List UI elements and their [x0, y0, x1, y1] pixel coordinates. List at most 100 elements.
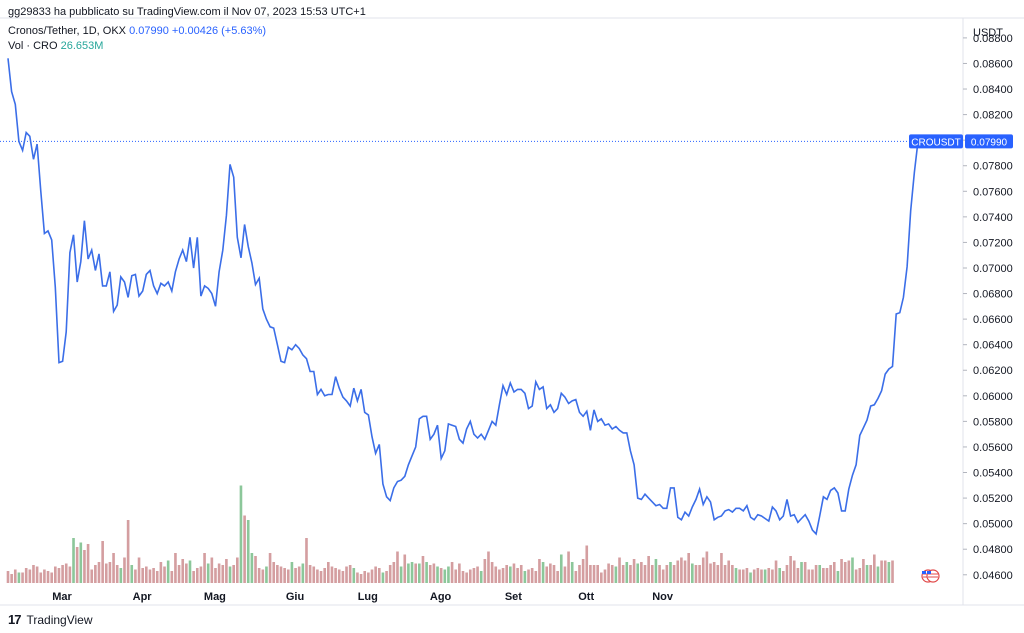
volume-bar: [348, 565, 352, 583]
x-tick-label: Mag: [204, 591, 226, 603]
volume-bar: [374, 566, 377, 583]
volume-bar: [792, 560, 796, 583]
volume-bar: [279, 566, 283, 583]
volume-bar: [79, 542, 83, 583]
y-tick-label: 0.06400: [973, 340, 1013, 352]
volume-bar: [876, 566, 880, 583]
price-unit: USDT: [973, 27, 1003, 39]
volume-bar: [468, 569, 472, 583]
volume-bar: [250, 553, 254, 583]
volume-bar: [527, 569, 530, 583]
volume-bar: [723, 565, 727, 583]
volume-bar: [75, 547, 79, 583]
volume-bar: [17, 572, 21, 583]
volume-bar: [377, 568, 381, 583]
volume-bar: [782, 571, 785, 583]
volume-bar: [632, 559, 636, 583]
volume-bar: [268, 553, 272, 583]
volume-bar: [199, 566, 203, 583]
volume-bar: [800, 562, 803, 583]
price-tag-label: 0.07990: [971, 137, 1008, 148]
volume-bar: [432, 563, 436, 583]
volume-bar: [676, 560, 680, 583]
volume-bar: [352, 568, 356, 583]
volume-bar: [552, 565, 556, 583]
volume-bar: [538, 559, 541, 583]
volume-bar: [323, 568, 326, 583]
volume-bar: [880, 560, 883, 583]
volume-bar: [665, 565, 669, 583]
y-tick-label: 0.07600: [973, 186, 1013, 198]
volume-bar: [246, 520, 250, 583]
volume-bar: [148, 569, 152, 583]
last-price: 0.07990: [129, 25, 169, 37]
volume-bar: [843, 562, 847, 583]
y-tick-label: 0.04800: [973, 544, 1013, 556]
volume-bar: [712, 562, 716, 583]
volume-bar: [567, 551, 570, 583]
volume-bar: [145, 566, 148, 583]
volume-bar: [385, 571, 388, 583]
volume-bar: [487, 551, 490, 583]
volume-bar: [327, 562, 330, 583]
volume-bar: [254, 556, 257, 583]
x-tick-label: Set: [505, 591, 522, 603]
x-axis: Mar Apr Mag Giu Lug Ago Set Ott Nov: [52, 591, 674, 603]
volume-bar: [225, 559, 228, 583]
volume-bar: [308, 565, 312, 583]
tradingview-logo-icon: 17: [8, 612, 22, 627]
volume-bar: [614, 566, 618, 583]
x-tick-label: Ott: [578, 591, 594, 603]
volume-bar: [851, 557, 854, 583]
volume-bar: [534, 571, 538, 583]
volume-bar: [228, 566, 232, 583]
volume-bar: [115, 565, 119, 583]
volume-bar: [297, 566, 301, 583]
volume-bar: [625, 562, 629, 583]
volume-bar: [94, 565, 97, 583]
volume-bar: [458, 563, 461, 583]
volume-bar: [483, 559, 487, 583]
x-tick-label: Mar: [52, 591, 72, 603]
volume-bar: [883, 560, 887, 583]
volume-bar: [341, 571, 345, 583]
volume-bar: [57, 568, 61, 583]
volume-bar: [512, 563, 516, 583]
y-tick-label: 0.06200: [973, 365, 1013, 377]
volume-bar: [803, 562, 807, 583]
y-tick-label: 0.07000: [973, 263, 1013, 275]
y-tick-label: 0.05600: [973, 442, 1013, 454]
volume-bar: [418, 563, 421, 583]
volume-bar: [589, 565, 592, 583]
volume-bar: [672, 565, 676, 583]
volume-legend: Vol · CRO 26.653M: [8, 40, 103, 52]
volume-bar: [578, 565, 581, 583]
volume-bar: [603, 569, 607, 583]
volume-bars: [6, 485, 894, 583]
volume-bar: [476, 566, 479, 583]
y-tick-label: 0.05400: [973, 468, 1013, 480]
volume-bar: [43, 569, 46, 583]
volume-bar: [388, 565, 392, 583]
y-tick-label: 0.05000: [973, 519, 1013, 531]
volume-bar: [312, 566, 316, 583]
grid: [0, 17, 1024, 606]
volume-bar: [563, 566, 567, 583]
volume-bar: [356, 572, 359, 583]
volume-bar: [530, 568, 534, 583]
price-change: +0.00426 (+5.63%): [171, 25, 267, 37]
symbol-legend: Cronos/Tether, 1D, OKX 0.07990 +0.00426 …: [8, 25, 266, 37]
volume-bar: [32, 565, 35, 583]
volume-bar: [734, 568, 738, 583]
volume-bar: [61, 565, 64, 583]
y-tick-label: 0.05800: [973, 416, 1013, 428]
volume-bar: [257, 568, 261, 583]
x-tick-label: Lug: [358, 591, 378, 603]
volume-bar: [621, 565, 625, 583]
volume-bar: [636, 563, 640, 583]
y-tick-label: 0.07800: [973, 161, 1013, 173]
volume-bar: [206, 563, 210, 583]
volume-bar: [745, 568, 749, 583]
volume-bar: [862, 559, 865, 583]
